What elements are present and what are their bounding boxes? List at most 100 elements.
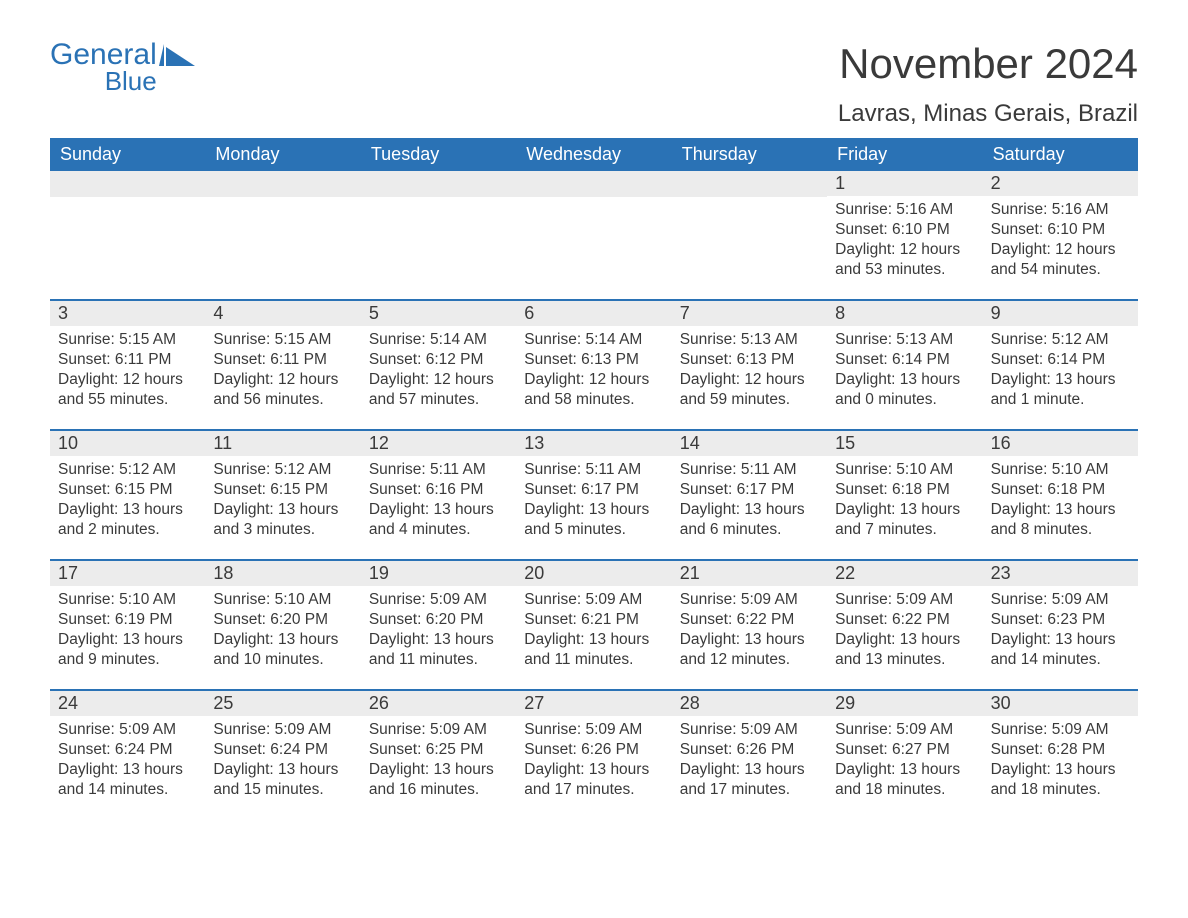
day-number: 30	[983, 691, 1138, 716]
sunset-line: Sunset: 6:11 PM	[58, 350, 197, 370]
day-number: 1	[827, 171, 982, 196]
sunrise-line: Sunrise: 5:09 AM	[680, 720, 819, 740]
day-body: Sunrise: 5:10 AMSunset: 6:19 PMDaylight:…	[50, 586, 205, 679]
day-cell: 3Sunrise: 5:15 AMSunset: 6:11 PMDaylight…	[50, 301, 205, 429]
day-body: Sunrise: 5:10 AMSunset: 6:18 PMDaylight:…	[983, 456, 1138, 549]
sunrise-line: Sunrise: 5:16 AM	[835, 200, 974, 220]
day-body: Sunrise: 5:09 AMSunset: 6:21 PMDaylight:…	[516, 586, 671, 679]
day-number: 29	[827, 691, 982, 716]
day-body: Sunrise: 5:12 AMSunset: 6:15 PMDaylight:…	[205, 456, 360, 549]
day-number: 20	[516, 561, 671, 586]
sunrise-line: Sunrise: 5:10 AM	[991, 460, 1130, 480]
sunset-line: Sunset: 6:10 PM	[835, 220, 974, 240]
weekday-cell: Friday	[827, 138, 982, 171]
daylight-line: Daylight: 13 hours and 14 minutes.	[991, 630, 1130, 670]
day-body: Sunrise: 5:11 AMSunset: 6:16 PMDaylight:…	[361, 456, 516, 549]
sunrise-line: Sunrise: 5:14 AM	[524, 330, 663, 350]
day-cell: 23Sunrise: 5:09 AMSunset: 6:23 PMDayligh…	[983, 561, 1138, 689]
day-number: 12	[361, 431, 516, 456]
day-number: 11	[205, 431, 360, 456]
day-number: 15	[827, 431, 982, 456]
day-number: 6	[516, 301, 671, 326]
daylight-line: Daylight: 13 hours and 3 minutes.	[213, 500, 352, 540]
day-cell: 10Sunrise: 5:12 AMSunset: 6:15 PMDayligh…	[50, 431, 205, 559]
sunset-line: Sunset: 6:26 PM	[524, 740, 663, 760]
day-cell: 28Sunrise: 5:09 AMSunset: 6:26 PMDayligh…	[672, 691, 827, 819]
sunset-line: Sunset: 6:19 PM	[58, 610, 197, 630]
daylight-line: Daylight: 13 hours and 11 minutes.	[524, 630, 663, 670]
daylight-line: Daylight: 13 hours and 18 minutes.	[991, 760, 1130, 800]
sunset-line: Sunset: 6:13 PM	[680, 350, 819, 370]
day-cell: 25Sunrise: 5:09 AMSunset: 6:24 PMDayligh…	[205, 691, 360, 819]
day-cell: 6Sunrise: 5:14 AMSunset: 6:13 PMDaylight…	[516, 301, 671, 429]
day-body: Sunrise: 5:14 AMSunset: 6:13 PMDaylight:…	[516, 326, 671, 419]
sunrise-line: Sunrise: 5:11 AM	[524, 460, 663, 480]
sunrise-line: Sunrise: 5:09 AM	[991, 720, 1130, 740]
daylight-line: Daylight: 12 hours and 57 minutes.	[369, 370, 508, 410]
daylight-line: Daylight: 12 hours and 58 minutes.	[524, 370, 663, 410]
day-number: 4	[205, 301, 360, 326]
daylight-line: Daylight: 13 hours and 10 minutes.	[213, 630, 352, 670]
day-number: 13	[516, 431, 671, 456]
sunset-line: Sunset: 6:24 PM	[58, 740, 197, 760]
day-number: 9	[983, 301, 1138, 326]
location: Lavras, Minas Gerais, Brazil	[838, 100, 1138, 128]
sunset-line: Sunset: 6:27 PM	[835, 740, 974, 760]
sunset-line: Sunset: 6:12 PM	[369, 350, 508, 370]
day-cell: 7Sunrise: 5:13 AMSunset: 6:13 PMDaylight…	[672, 301, 827, 429]
day-cell	[205, 171, 360, 299]
weekday-cell: Sunday	[50, 138, 205, 171]
logo: General Blue	[50, 40, 195, 94]
day-body: Sunrise: 5:09 AMSunset: 6:28 PMDaylight:…	[983, 716, 1138, 809]
day-body: Sunrise: 5:09 AMSunset: 6:20 PMDaylight:…	[361, 586, 516, 679]
day-cell	[361, 171, 516, 299]
day-number: 22	[827, 561, 982, 586]
day-cell: 14Sunrise: 5:11 AMSunset: 6:17 PMDayligh…	[672, 431, 827, 559]
daylight-line: Daylight: 13 hours and 12 minutes.	[680, 630, 819, 670]
day-number: 27	[516, 691, 671, 716]
day-number: 14	[672, 431, 827, 456]
day-body: Sunrise: 5:10 AMSunset: 6:20 PMDaylight:…	[205, 586, 360, 679]
day-cell: 2Sunrise: 5:16 AMSunset: 6:10 PMDaylight…	[983, 171, 1138, 299]
day-number-empty	[205, 171, 360, 197]
daylight-line: Daylight: 13 hours and 17 minutes.	[680, 760, 819, 800]
sunset-line: Sunset: 6:21 PM	[524, 610, 663, 630]
day-number: 21	[672, 561, 827, 586]
sunset-line: Sunset: 6:22 PM	[835, 610, 974, 630]
day-cell: 19Sunrise: 5:09 AMSunset: 6:20 PMDayligh…	[361, 561, 516, 689]
sunset-line: Sunset: 6:20 PM	[213, 610, 352, 630]
day-number-empty	[672, 171, 827, 197]
daylight-line: Daylight: 13 hours and 11 minutes.	[369, 630, 508, 670]
sunrise-line: Sunrise: 5:13 AM	[680, 330, 819, 350]
day-number: 23	[983, 561, 1138, 586]
day-cell: 26Sunrise: 5:09 AMSunset: 6:25 PMDayligh…	[361, 691, 516, 819]
daylight-line: Daylight: 13 hours and 15 minutes.	[213, 760, 352, 800]
day-number-empty	[516, 171, 671, 197]
day-body: Sunrise: 5:10 AMSunset: 6:18 PMDaylight:…	[827, 456, 982, 549]
day-body: Sunrise: 5:09 AMSunset: 6:23 PMDaylight:…	[983, 586, 1138, 679]
day-body: Sunrise: 5:16 AMSunset: 6:10 PMDaylight:…	[983, 196, 1138, 289]
sunrise-line: Sunrise: 5:12 AM	[58, 460, 197, 480]
logo-text: General Blue	[50, 40, 157, 94]
day-number-empty	[361, 171, 516, 197]
daylight-line: Daylight: 12 hours and 56 minutes.	[213, 370, 352, 410]
day-cell: 17Sunrise: 5:10 AMSunset: 6:19 PMDayligh…	[50, 561, 205, 689]
sunrise-line: Sunrise: 5:13 AM	[835, 330, 974, 350]
day-body: Sunrise: 5:09 AMSunset: 6:24 PMDaylight:…	[205, 716, 360, 809]
daylight-line: Daylight: 13 hours and 2 minutes.	[58, 500, 197, 540]
sunset-line: Sunset: 6:15 PM	[58, 480, 197, 500]
sunrise-line: Sunrise: 5:09 AM	[835, 720, 974, 740]
sunset-line: Sunset: 6:16 PM	[369, 480, 508, 500]
day-cell	[516, 171, 671, 299]
day-cell: 16Sunrise: 5:10 AMSunset: 6:18 PMDayligh…	[983, 431, 1138, 559]
daylight-line: Daylight: 13 hours and 16 minutes.	[369, 760, 508, 800]
sunset-line: Sunset: 6:15 PM	[213, 480, 352, 500]
day-body: Sunrise: 5:13 AMSunset: 6:14 PMDaylight:…	[827, 326, 982, 419]
weekday-cell: Saturday	[983, 138, 1138, 171]
day-number: 5	[361, 301, 516, 326]
sunrise-line: Sunrise: 5:10 AM	[213, 590, 352, 610]
day-cell: 1Sunrise: 5:16 AMSunset: 6:10 PMDaylight…	[827, 171, 982, 299]
day-body: Sunrise: 5:09 AMSunset: 6:26 PMDaylight:…	[516, 716, 671, 809]
day-body: Sunrise: 5:11 AMSunset: 6:17 PMDaylight:…	[516, 456, 671, 549]
sunset-line: Sunset: 6:25 PM	[369, 740, 508, 760]
